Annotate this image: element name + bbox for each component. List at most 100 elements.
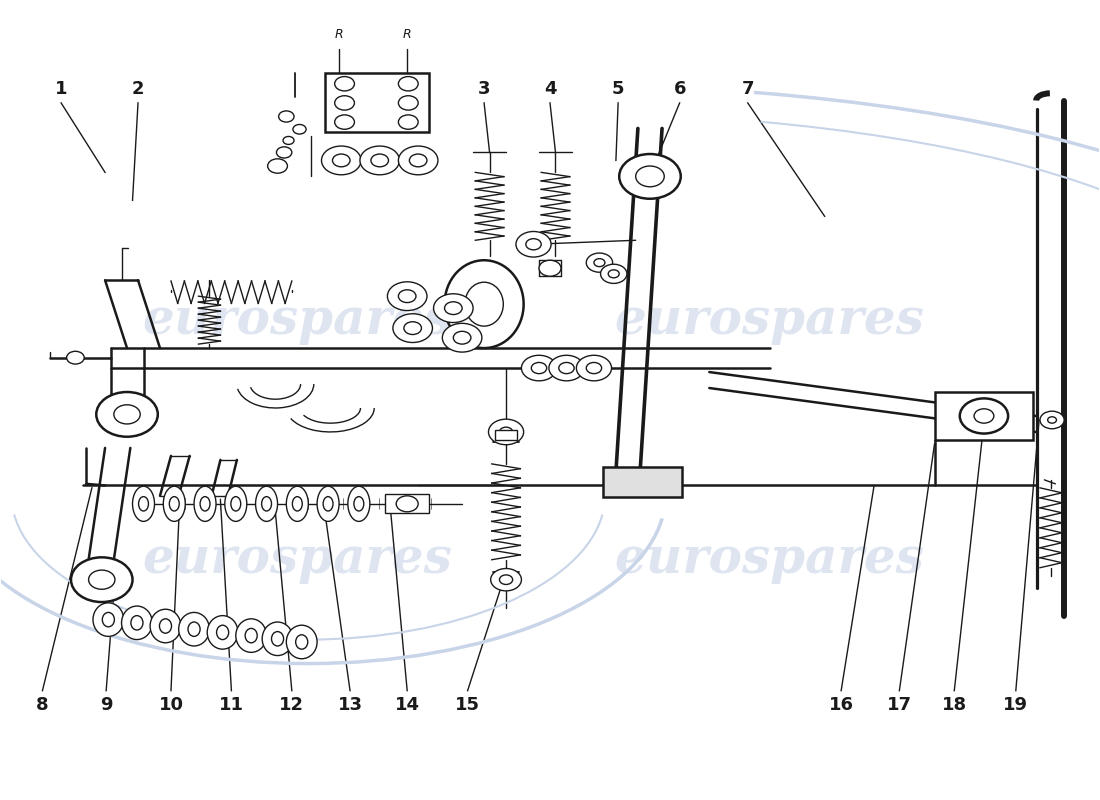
- Ellipse shape: [178, 613, 209, 646]
- Ellipse shape: [160, 619, 172, 633]
- Text: eurospares: eurospares: [142, 535, 452, 584]
- Circle shape: [1040, 411, 1064, 429]
- Ellipse shape: [231, 497, 241, 511]
- Text: 5: 5: [612, 79, 625, 98]
- Ellipse shape: [296, 634, 308, 649]
- Bar: [495, 430, 517, 440]
- Circle shape: [499, 575, 513, 585]
- Circle shape: [278, 111, 294, 122]
- Circle shape: [433, 294, 473, 322]
- Circle shape: [636, 166, 664, 186]
- Ellipse shape: [262, 497, 272, 511]
- Circle shape: [72, 558, 132, 602]
- Circle shape: [521, 355, 557, 381]
- Text: 12: 12: [279, 696, 305, 714]
- Circle shape: [267, 159, 287, 173]
- Text: R: R: [403, 28, 411, 41]
- Ellipse shape: [323, 497, 333, 511]
- Circle shape: [283, 137, 294, 145]
- Ellipse shape: [224, 486, 246, 522]
- Circle shape: [491, 569, 521, 591]
- Circle shape: [539, 260, 561, 276]
- Ellipse shape: [139, 497, 148, 511]
- Ellipse shape: [235, 619, 266, 652]
- Ellipse shape: [200, 497, 210, 511]
- Circle shape: [601, 264, 627, 283]
- Circle shape: [549, 355, 584, 381]
- Ellipse shape: [293, 497, 303, 511]
- Ellipse shape: [444, 260, 524, 348]
- Circle shape: [387, 282, 427, 310]
- Text: 13: 13: [338, 696, 363, 714]
- Circle shape: [393, 314, 432, 342]
- Ellipse shape: [262, 622, 293, 655]
- Text: 6: 6: [673, 79, 686, 98]
- Text: 1: 1: [55, 79, 67, 98]
- Circle shape: [293, 125, 306, 134]
- Circle shape: [975, 409, 993, 423]
- Circle shape: [586, 253, 613, 272]
- Circle shape: [488, 419, 524, 445]
- Circle shape: [453, 331, 471, 344]
- Circle shape: [594, 258, 605, 266]
- Ellipse shape: [217, 626, 229, 639]
- Circle shape: [499, 427, 513, 437]
- Circle shape: [576, 355, 612, 381]
- Circle shape: [67, 351, 85, 364]
- Circle shape: [334, 77, 354, 91]
- Bar: [385, 494, 429, 514]
- Text: 19: 19: [1003, 696, 1028, 714]
- Text: 4: 4: [543, 79, 557, 98]
- Circle shape: [559, 362, 574, 374]
- Circle shape: [1047, 417, 1056, 423]
- Text: 3: 3: [477, 79, 491, 98]
- Circle shape: [334, 115, 354, 130]
- Circle shape: [276, 147, 292, 158]
- Bar: [324, 73, 429, 133]
- Circle shape: [531, 362, 547, 374]
- Circle shape: [89, 570, 114, 590]
- Ellipse shape: [286, 486, 308, 522]
- Ellipse shape: [245, 629, 257, 642]
- Text: 11: 11: [219, 696, 244, 714]
- Circle shape: [334, 96, 354, 110]
- Text: 9: 9: [100, 696, 112, 714]
- Circle shape: [526, 238, 541, 250]
- Circle shape: [398, 146, 438, 174]
- Ellipse shape: [272, 631, 284, 646]
- Circle shape: [321, 146, 361, 174]
- Ellipse shape: [150, 610, 180, 642]
- Ellipse shape: [465, 282, 504, 326]
- Ellipse shape: [169, 497, 179, 511]
- Ellipse shape: [94, 603, 123, 636]
- Circle shape: [398, 115, 418, 130]
- Circle shape: [332, 154, 350, 167]
- Ellipse shape: [354, 497, 364, 511]
- Text: 17: 17: [887, 696, 912, 714]
- Text: 8: 8: [36, 696, 48, 714]
- Text: R: R: [334, 28, 343, 41]
- Circle shape: [360, 146, 399, 174]
- Text: eurospares: eurospares: [615, 296, 925, 345]
- Ellipse shape: [286, 626, 317, 658]
- Text: 15: 15: [455, 696, 480, 714]
- Ellipse shape: [188, 622, 200, 636]
- Circle shape: [960, 398, 1008, 434]
- Text: 16: 16: [828, 696, 854, 714]
- Text: 10: 10: [158, 696, 184, 714]
- Circle shape: [398, 290, 416, 302]
- Circle shape: [516, 231, 551, 257]
- Circle shape: [371, 154, 388, 167]
- Text: eurospares: eurospares: [142, 296, 452, 345]
- Circle shape: [398, 96, 418, 110]
- Ellipse shape: [132, 486, 154, 522]
- Bar: [603, 467, 682, 498]
- Ellipse shape: [207, 616, 238, 649]
- Text: 18: 18: [942, 696, 967, 714]
- Circle shape: [114, 405, 140, 424]
- Ellipse shape: [163, 486, 185, 522]
- Text: 14: 14: [395, 696, 420, 714]
- Ellipse shape: [317, 486, 339, 522]
- Ellipse shape: [102, 613, 114, 627]
- Ellipse shape: [131, 616, 143, 630]
